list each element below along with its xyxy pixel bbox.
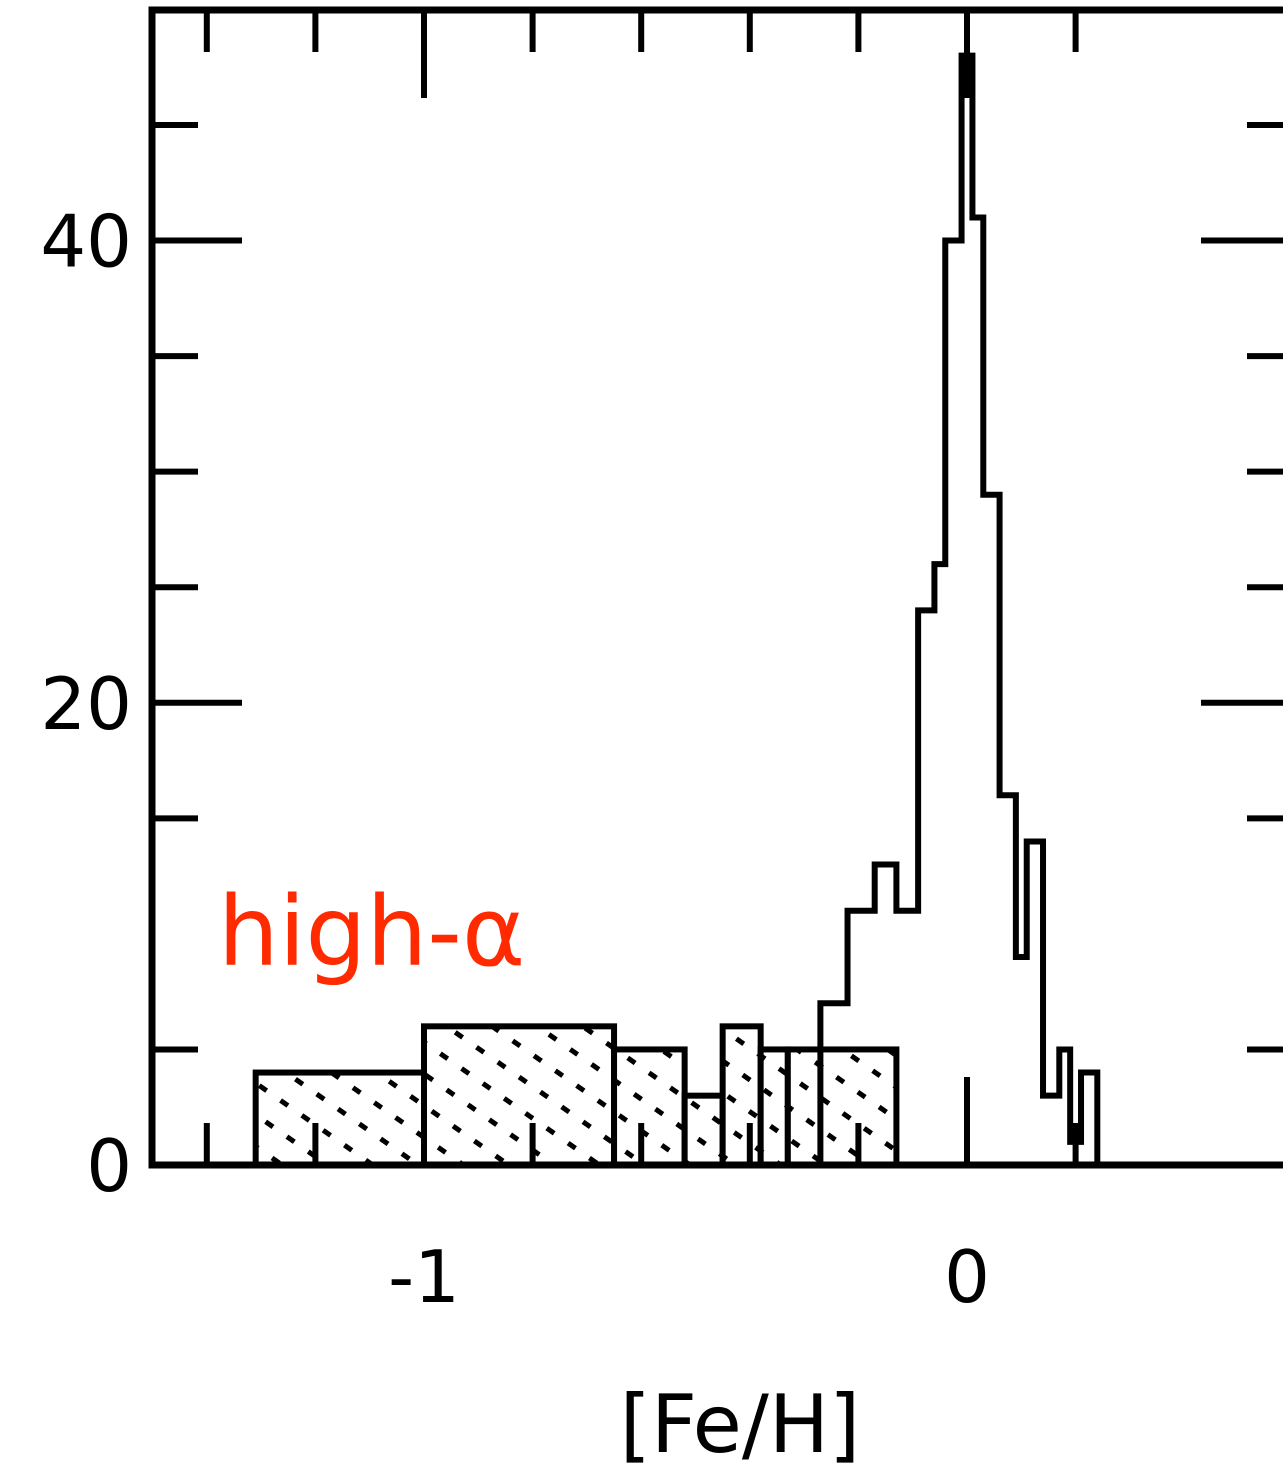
hatched-bar-6 bbox=[784, 1046, 900, 1169]
open-bar-11 bbox=[1016, 957, 1027, 1165]
x-tick-label-1: 0 bbox=[944, 1235, 990, 1319]
open-bar-13 bbox=[1043, 1096, 1059, 1165]
open-bar-3 bbox=[896, 911, 918, 1165]
hatched-bar-3 bbox=[681, 1092, 726, 1168]
y-tick-label-1: 20 bbox=[40, 662, 132, 746]
plot-frame bbox=[148, 6, 1283, 1169]
open-histogram-outline bbox=[817, 52, 1101, 1165]
hatched-bar-4 bbox=[719, 1023, 764, 1169]
hatched-bar-5 bbox=[757, 1046, 791, 1169]
hatched-bar-2 bbox=[611, 1046, 688, 1169]
y-tick-label-2: 40 bbox=[40, 200, 132, 284]
y-tick-label-0: 0 bbox=[86, 1124, 132, 1208]
x-axis-title: [Fe/H] bbox=[620, 1378, 860, 1464]
open-bar-5 bbox=[934, 564, 945, 1165]
high-alpha-annotation: high-α bbox=[218, 876, 525, 988]
hatched-bar-0 bbox=[252, 1069, 427, 1168]
hatched-bar-1 bbox=[421, 1023, 618, 1169]
x-tick-label-0: -1 bbox=[388, 1235, 460, 1319]
